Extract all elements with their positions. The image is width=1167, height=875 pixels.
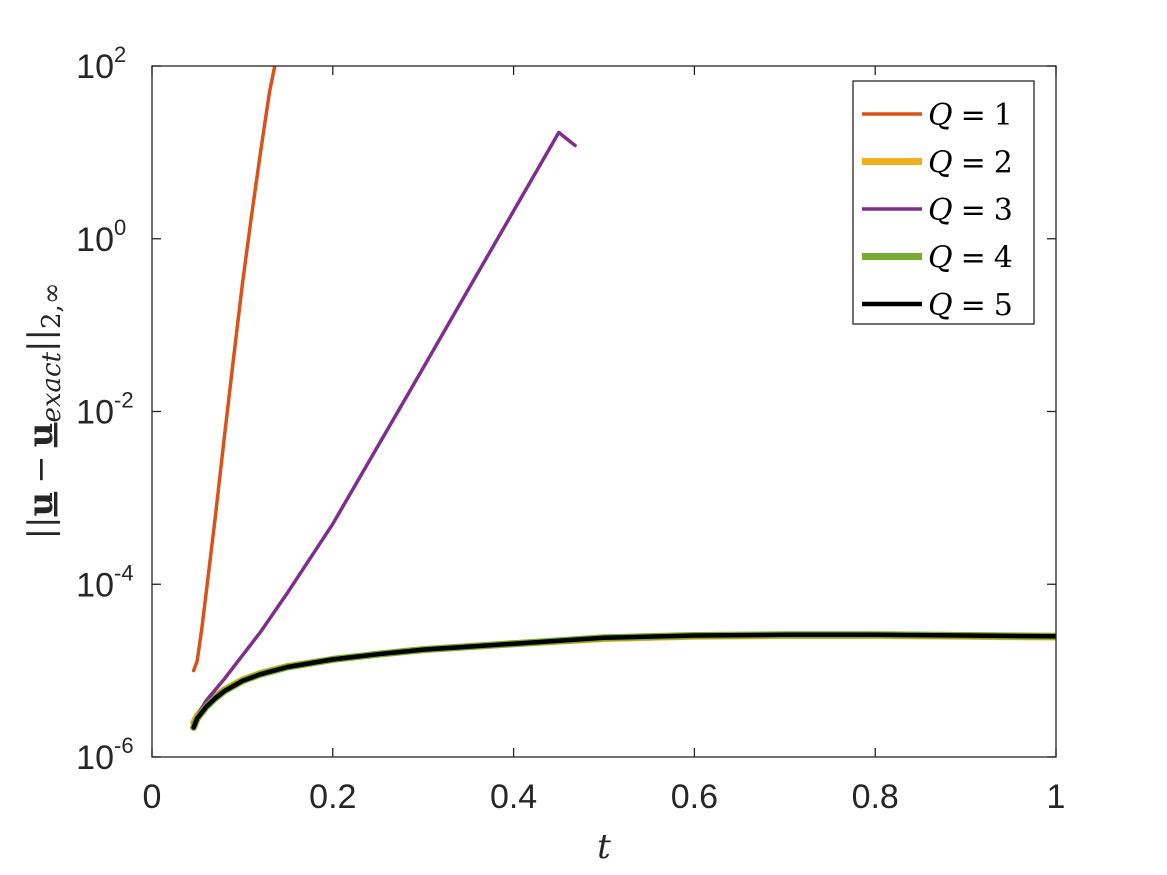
y-axis-label: ||u−uexact||2,∞ (21, 283, 67, 540)
legend-label-q4: Q = 4 (928, 241, 1013, 276)
y-tick-exponent: -4 (114, 560, 134, 585)
ylabel-sub-exact: exact (37, 351, 67, 422)
legend-label-q1: Q = 1 (928, 98, 1013, 133)
y-tick-label: 10 (76, 739, 114, 777)
series-line-q3 (191, 130, 577, 725)
y-tick-label: 10 (76, 394, 114, 432)
x-tick-label: 0.2 (309, 778, 356, 816)
legend-label-q2: Q = 2 (928, 146, 1013, 181)
ylabel-norm-open: || (21, 517, 61, 540)
svg-text:||u−uexact||2,∞: ||u−uexact||2,∞ (21, 283, 67, 540)
x-tick-label: 0 (143, 778, 162, 816)
ylabel-norm-sub: 2,∞ (37, 283, 67, 329)
series-line-q1 (191, 66, 277, 673)
y-tick-label: 10 (76, 221, 114, 259)
series-layer (190, 66, 1056, 731)
legend-label-q3: Q = 3 (928, 193, 1013, 228)
legend: Q = 1 Q = 2 Q = 3 Q = 4 Q = 5 (852, 80, 1035, 325)
legend-label-q5: Q = 5 (928, 288, 1013, 323)
x-tick-label: 0.8 (852, 778, 899, 816)
y-tick-label: 10 (76, 48, 114, 86)
x-tick-label: 0.6 (671, 778, 718, 816)
ylabel-minus: − (21, 455, 61, 484)
y-tick-exponent: 0 (114, 215, 126, 240)
ylabel-norm-close: || (21, 329, 61, 352)
y-tick-exponent: -6 (114, 733, 134, 758)
y-tick-exponent: -2 (114, 388, 134, 413)
legend-box (852, 80, 1035, 325)
series-line-q5 (191, 632, 1056, 730)
y-tick-exponent: 2 (114, 42, 126, 67)
y-tick-label: 10 (76, 566, 114, 604)
x-tick-label: 0.4 (490, 778, 537, 816)
x-tick-label: 1 (1047, 778, 1066, 816)
x-axis-label: t (597, 827, 611, 867)
ylabel-u-exact: u (21, 423, 61, 448)
ylabel-u: u (21, 492, 61, 517)
